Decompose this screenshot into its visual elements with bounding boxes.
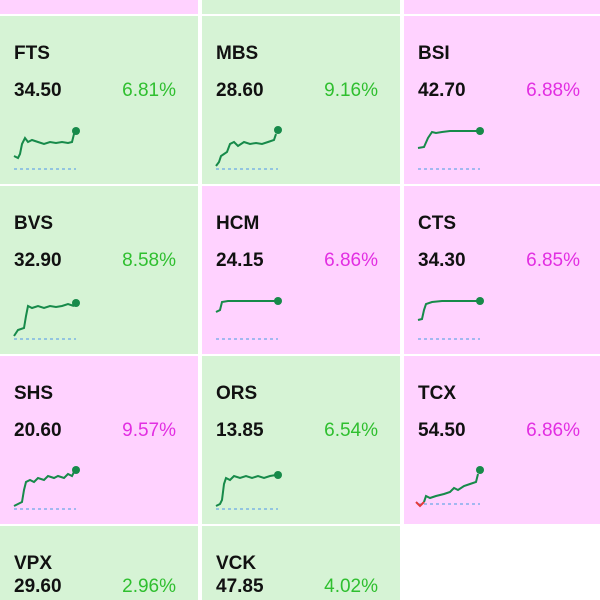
tile-change-percent: 8.58%: [122, 250, 176, 271]
tile-change-percent: 9.57%: [122, 420, 176, 441]
tile-price: 20.60: [14, 420, 62, 441]
sparkline-chart: [13, 127, 80, 170]
sparkline-chart: [215, 471, 282, 510]
tile-change-percent: 6.86%: [324, 250, 378, 271]
tile-change-percent: 6.86%: [526, 420, 580, 441]
price-line: [13, 471, 75, 507]
last-price-dot: [72, 127, 80, 135]
sparkline-chart: [215, 126, 282, 170]
tile-symbol: HCM: [216, 213, 260, 234]
stock-tile-fts[interactable]: FTS 34.50 6.81%: [0, 16, 198, 184]
last-price-dot: [274, 297, 282, 305]
last-price-dot: [274, 126, 282, 134]
tile-price: 54.50: [418, 420, 466, 441]
stock-tile-shs[interactable]: SHS 20.60 9.57%: [0, 356, 198, 524]
last-price-dot: [72, 466, 80, 474]
price-line: [13, 133, 75, 160]
stock-tile-hcm[interactable]: HCM 24.15 6.86%: [202, 186, 400, 354]
last-price-dot: [72, 299, 80, 307]
tile-price: 32.90: [14, 250, 62, 271]
price-line: [417, 300, 480, 321]
tile-symbol: BVS: [14, 213, 54, 234]
stock-tile-ors[interactable]: ORS 13.85 6.54%: [202, 356, 400, 524]
tile-change-percent: 6.85%: [526, 250, 580, 271]
tile-change-percent: 9.16%: [324, 80, 378, 101]
price-line: [417, 130, 480, 149]
sparkline-chart: [417, 297, 484, 340]
tile-change-percent: 6.81%: [122, 80, 176, 101]
tile-price: 28.60: [216, 80, 264, 101]
tile-price: 24.15: [216, 250, 264, 271]
tile-symbol: SHS: [14, 383, 54, 404]
tile-symbol: TCX: [418, 383, 456, 404]
partial-tile-strip: [0, 0, 198, 14]
tile-price: 34.50: [14, 80, 62, 101]
price-line-below-ref: [415, 501, 425, 508]
tile-change-percent: 2.96%: [122, 576, 176, 597]
stock-tile-cts[interactable]: CTS 34.30 6.85%: [404, 186, 600, 354]
tile-price: 29.60: [14, 576, 62, 597]
tile-symbol: ORS: [216, 383, 258, 404]
tile-symbol: VPX: [14, 553, 53, 574]
tile-price: 13.85: [216, 420, 264, 441]
tile-price: 47.85: [216, 576, 264, 597]
tile-symbol: BSI: [418, 43, 450, 64]
tile-price: 42.70: [418, 80, 466, 101]
stock-tile-vpx[interactable]: VPX 29.60 2.96%: [0, 526, 198, 600]
price-line: [215, 474, 277, 507]
tile-symbol: MBS: [216, 43, 259, 64]
stock-tile-vck[interactable]: VCK 47.85 4.02%: [202, 526, 400, 600]
tile-change-percent: 6.88%: [526, 80, 580, 101]
partial-tile-strip: [202, 0, 400, 14]
sparkline-chart: [415, 466, 484, 508]
sparkline-chart: [13, 299, 80, 340]
price-line: [423, 473, 479, 503]
tile-symbol: CTS: [418, 213, 456, 234]
sparkline-chart: [417, 127, 484, 170]
tile-price: 34.30: [418, 250, 466, 271]
last-price-dot: [274, 471, 282, 479]
tile-change-percent: 4.02%: [324, 576, 378, 597]
stock-tile-bsi[interactable]: BSI 42.70 6.88%: [404, 16, 600, 184]
stock-tile-mbs[interactable]: MBS 28.60 9.16%: [202, 16, 400, 184]
last-price-dot: [476, 297, 484, 305]
stock-tile-tcx[interactable]: TCX 54.50 6.86%: [404, 356, 600, 524]
last-price-dot: [476, 466, 484, 474]
partial-tile-strip: [404, 0, 600, 14]
price-line: [215, 133, 277, 167]
tile-change-percent: 6.54%: [324, 420, 378, 441]
price-line: [215, 300, 278, 313]
last-price-dot: [476, 127, 484, 135]
sparkline-chart: [215, 297, 282, 340]
tile-symbol: VCK: [216, 553, 257, 574]
sparkline-chart: [13, 466, 80, 510]
price-line: [13, 302, 75, 337]
tile-symbol: FTS: [14, 43, 50, 64]
stock-tile-bvs[interactable]: BVS 32.90 8.58%: [0, 186, 198, 354]
